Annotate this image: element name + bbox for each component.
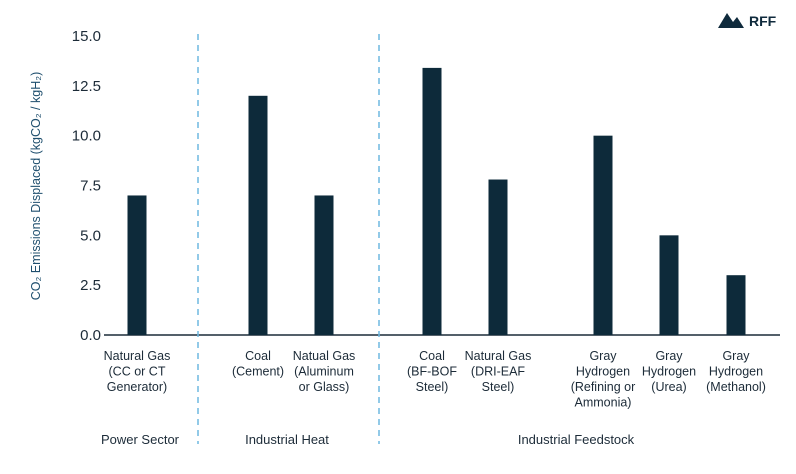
- group-label: Industrial Heat: [245, 432, 329, 447]
- category-label: Gray Hydrogen (Refining or Ammonia): [571, 349, 636, 410]
- category-label-line: (Methanol): [706, 380, 766, 394]
- bar: [314, 195, 334, 335]
- bar: [659, 235, 679, 335]
- category-label-line: Natural Gas: [465, 349, 532, 363]
- category-label-line: Coal: [419, 349, 445, 363]
- category-label-line: Gray: [655, 349, 683, 363]
- category-label-line: (CC or CT: [109, 365, 166, 379]
- rff-mountain-icon: [718, 13, 744, 28]
- category-label: Natual Gas (Aluminum or Glass): [293, 349, 356, 394]
- category-label-line: (Urea): [651, 380, 686, 394]
- category-label: Coal (BF-BOF Steel): [407, 349, 457, 394]
- category-labels: Natural Gas (CC or CT Generator) Coal (Cemen…: [104, 349, 766, 410]
- category-label-line: or Glass): [299, 380, 350, 394]
- category-label-line: Natural Gas: [104, 349, 171, 363]
- y-tick-label: 7.5: [80, 178, 101, 195]
- category-label-line: Generator): [107, 380, 167, 394]
- category-label-line: (Refining or: [571, 380, 636, 394]
- category-label: Natural Gas (CC or CT Generator): [104, 349, 171, 394]
- y-axis-label: CO₂ Emissions Displaced (kgCO₂ / kgH₂): [29, 72, 43, 301]
- bar: [593, 135, 613, 335]
- category-label: Gray Hydrogen (Methanol): [706, 349, 766, 394]
- y-tick-label: 2.5: [80, 277, 101, 294]
- category-label-line: (BF-BOF: [407, 365, 457, 379]
- bar: [488, 179, 508, 335]
- category-label: Natural Gas (DRI-EAF Steel): [465, 349, 532, 394]
- y-tick-label: 12.5: [72, 78, 101, 95]
- category-label-line: (DRI-EAF: [471, 365, 526, 379]
- category-label-line: Gray: [589, 349, 617, 363]
- rff-logo-text: RFF: [749, 13, 777, 29]
- category-label: Gray Hydrogen (Urea): [642, 349, 696, 394]
- bar: [422, 67, 442, 335]
- rff-logo: RFF: [718, 13, 777, 29]
- y-tick-label: 0.0: [80, 327, 101, 344]
- category-label-line: Steel): [482, 380, 515, 394]
- group-label: Industrial Feedstock: [518, 432, 635, 447]
- category-label-line: Natual Gas: [293, 349, 356, 363]
- category-label-line: Hydrogen: [642, 365, 696, 379]
- group-label: Power Sector: [101, 432, 180, 447]
- category-label-line: Hydrogen: [709, 365, 763, 379]
- category-label: Coal (Cement): [232, 349, 284, 379]
- bars: [127, 67, 746, 335]
- y-tick-label: 15.0: [72, 28, 101, 45]
- category-label-line: (Cement): [232, 365, 284, 379]
- category-label-line: Hydrogen: [576, 365, 630, 379]
- y-ticks: 0.0 2.5 5.0 7.5 10.0 12.5 15.0: [72, 28, 101, 344]
- category-label-line: Gray: [722, 349, 750, 363]
- category-label-line: (Aluminum: [294, 365, 354, 379]
- group-labels: Power Sector Industrial Heat Industrial Fe…: [101, 432, 635, 447]
- category-label-line: Coal: [245, 349, 271, 363]
- bar: [127, 195, 147, 335]
- bar: [248, 95, 268, 335]
- category-label-line: Ammonia): [575, 396, 632, 410]
- y-tick-label: 10.0: [72, 128, 101, 145]
- bar: [726, 275, 746, 335]
- y-tick-label: 5.0: [80, 227, 101, 244]
- category-label-line: Steel): [416, 380, 449, 394]
- group-dividers: [197, 34, 380, 444]
